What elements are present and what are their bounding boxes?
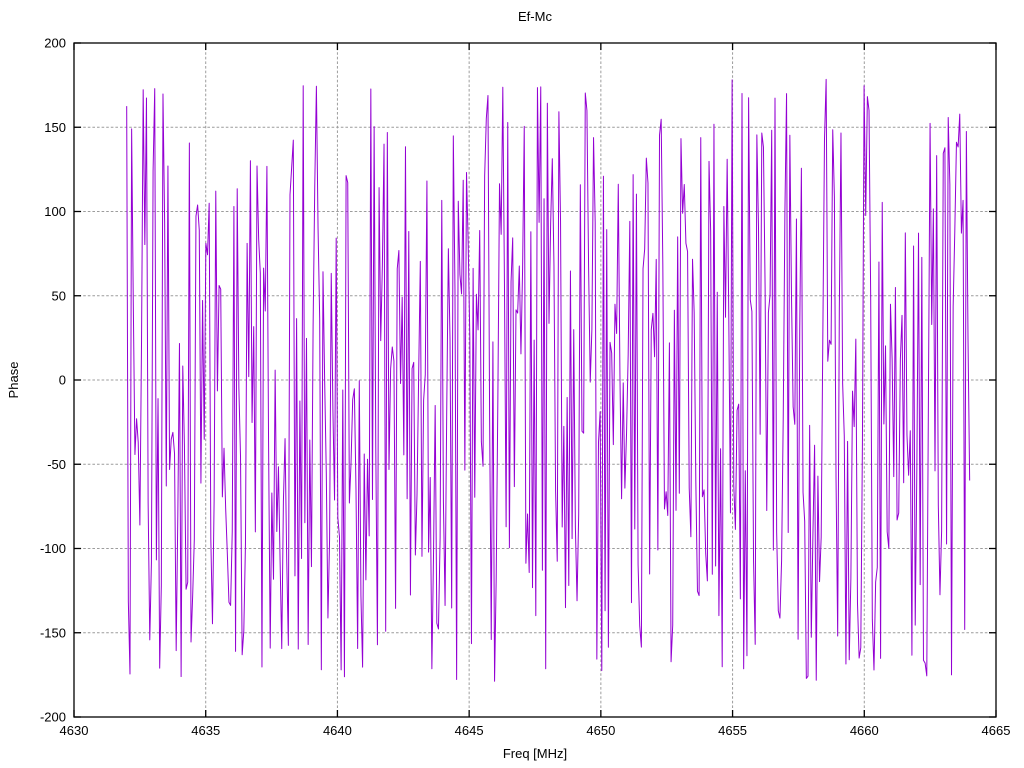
y-tick-label: 0 — [59, 373, 66, 388]
y-tick-label: -50 — [47, 457, 66, 472]
y-tick-label: 150 — [44, 120, 66, 135]
x-tick-label: 4665 — [982, 723, 1011, 738]
chart-title: Ef-Mc — [518, 9, 552, 24]
x-tick-label: 4650 — [586, 723, 615, 738]
y-tick-label: 50 — [52, 288, 66, 303]
y-tick-label: -100 — [40, 541, 66, 556]
axis-ticks — [73, 42, 997, 718]
series-ef-mc-line — [126, 78, 971, 682]
x-tick-label: 4660 — [850, 723, 879, 738]
y-tick-label: 200 — [44, 36, 66, 51]
x-tick-label: 4635 — [191, 723, 220, 738]
y-tick-label: -200 — [40, 710, 66, 725]
x-tick-label: 4630 — [60, 723, 89, 738]
x-tick-label: 4645 — [455, 723, 484, 738]
y-tick-label: -150 — [40, 625, 66, 640]
x-tick-label: 4640 — [323, 723, 352, 738]
x-tick-label: 4655 — [718, 723, 747, 738]
x-axis-label: Freq [MHz] — [502, 746, 568, 761]
data-series — [126, 78, 971, 682]
y-tick-label: 100 — [44, 204, 66, 219]
grid-lines — [74, 43, 996, 717]
axis-tick-labels: 4630 4635 4640 4645 4650 4655 4660 4665 -200 -150… — [40, 36, 1010, 739]
